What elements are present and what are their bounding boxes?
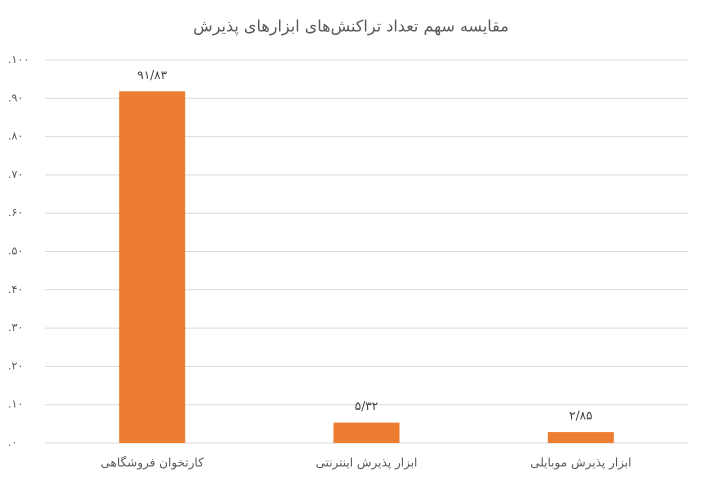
bar: [547, 432, 614, 443]
y-tick-label: .۴۰: [8, 283, 23, 296]
bar: [119, 91, 186, 443]
y-tick-label: .۹۰: [8, 91, 23, 104]
bar: [333, 422, 400, 443]
x-tick-label: ابزار پذیرش موبایلی: [530, 456, 631, 471]
y-tick-label: .۳۰: [8, 321, 23, 334]
y-tick-label: .۲۰: [8, 359, 23, 372]
y-tick-label: .۵۰: [8, 245, 23, 258]
value-label: ۵/۳۲: [355, 399, 378, 413]
y-tick-label: .۱۰۰: [8, 53, 29, 66]
y-tick-label: .۰: [8, 436, 17, 449]
x-tick-label: کارتخوان فروشگاهی: [101, 456, 205, 471]
chart-title: مقایسه سهم تعداد تراکنش‌های ابزارهای پذی…: [193, 17, 509, 37]
y-tick-label: .۸۰: [8, 130, 23, 143]
y-tick-label: .۶۰: [8, 206, 23, 219]
y-tick-label: .۱۰: [8, 398, 23, 411]
x-tick-label: ابزار پذیرش اینترنتی: [316, 456, 418, 471]
y-tick-label: .۷۰: [8, 168, 23, 181]
value-label: ۲/۸۵: [569, 409, 592, 423]
value-label: ۹۱/۸۳: [137, 68, 167, 82]
